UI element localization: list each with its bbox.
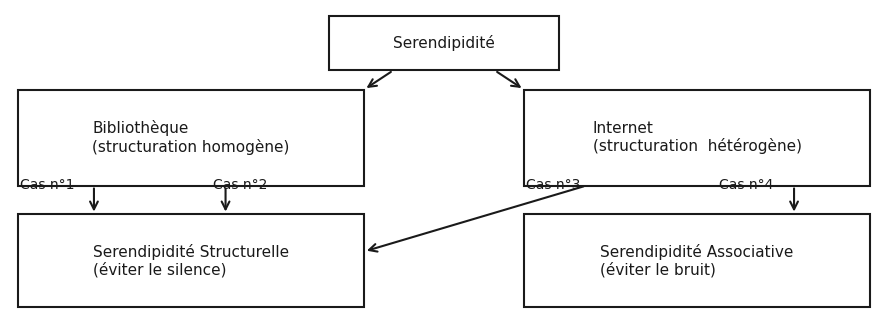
Text: Cas n°2: Cas n°2: [213, 178, 267, 192]
Text: Bibliothèque
(structuration homogène): Bibliothèque (structuration homogène): [92, 120, 289, 155]
Text: Serendipidité Associative
(éviter le bruit): Serendipidité Associative (éviter le bru…: [600, 244, 794, 278]
Text: Serendipidité Structurelle
(éviter le silence): Serendipidité Structurelle (éviter le si…: [93, 244, 289, 278]
Text: Cas n°4: Cas n°4: [719, 178, 773, 192]
Text: Cas n°1: Cas n°1: [20, 178, 74, 192]
FancyBboxPatch shape: [18, 214, 364, 307]
FancyBboxPatch shape: [329, 16, 559, 70]
FancyBboxPatch shape: [524, 214, 870, 307]
Text: Cas n°3: Cas n°3: [526, 178, 580, 192]
Text: Serendipidité: Serendipidité: [393, 35, 495, 51]
FancyBboxPatch shape: [18, 90, 364, 186]
FancyBboxPatch shape: [524, 90, 870, 186]
Text: Internet
(structuration  hétérogène): Internet (structuration hétérogène): [592, 121, 802, 155]
